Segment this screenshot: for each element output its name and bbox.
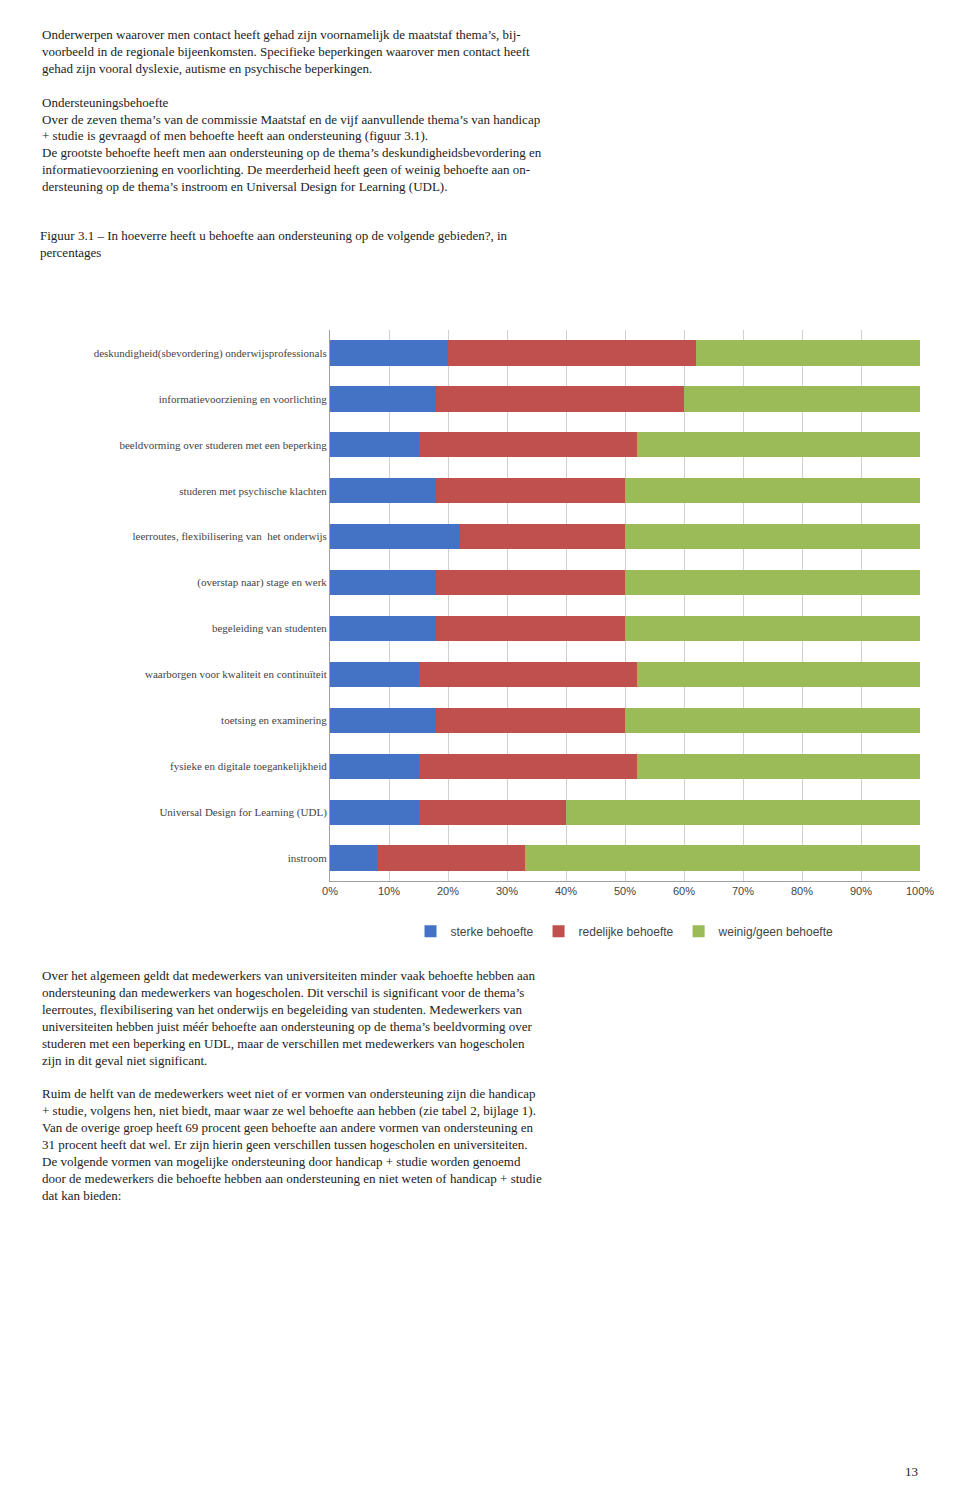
svg-text:50%: 50%	[614, 885, 636, 897]
svg-text:60%: 60%	[673, 885, 695, 897]
svg-text:(overstap naar) stage en werk: (overstap naar) stage en werk	[197, 576, 327, 589]
svg-text:sterke behoefte: sterke behoefte	[451, 925, 534, 939]
svg-text:redelijke behoefte: redelijke behoefte	[579, 925, 674, 939]
svg-text:begeleiding van studenten: begeleiding van studenten	[212, 622, 327, 634]
svg-text:studeren met psychische klacht: studeren met psychische klachten	[179, 485, 327, 497]
svg-text:deskundigheid(sbevordering) on: deskundigheid(sbevordering) onderwijspro…	[94, 347, 327, 360]
svg-text:100%: 100%	[906, 885, 934, 897]
svg-text:40%: 40%	[555, 885, 577, 897]
svg-text:10%: 10%	[378, 885, 400, 897]
svg-text:Universal Design for Learning: Universal Design for Learning (UDL)	[159, 806, 327, 819]
svg-text:Over het algemeen geldt dat me: Over het algemeen geldt dat medewerkers …	[42, 968, 542, 1203]
svg-text:Figuur 3.1 – In hoeverre heeft: Figuur 3.1 – In hoeverre heeft u behoeft…	[40, 228, 508, 260]
svg-text:beeldvorming over studeren met: beeldvorming over studeren met een beper…	[119, 439, 327, 451]
svg-text:70%: 70%	[732, 885, 754, 897]
svg-text:waarborgen voor kwaliteit en c: waarborgen voor kwaliteit en continuïtei…	[145, 668, 327, 680]
svg-text:toetsing en examinering: toetsing en examinering	[221, 714, 327, 726]
svg-text:20%: 20%	[437, 885, 459, 897]
svg-text:Onderwerpen waarover men conta: Onderwerpen waarover men contact heeft g…	[42, 27, 542, 194]
svg-text:0%: 0%	[322, 885, 338, 897]
svg-text:leerroutes, flexibilisering va: leerroutes, flexibilisering van het onde…	[133, 530, 327, 542]
svg-text:90%: 90%	[850, 885, 872, 897]
svg-text:fysieke en digitale toegankeli: fysieke en digitale toegankelijkheid	[170, 760, 327, 772]
svg-text:13: 13	[905, 1464, 918, 1479]
svg-text:weinig/geen behoefte: weinig/geen behoefte	[718, 925, 833, 939]
svg-text:30%: 30%	[496, 885, 518, 897]
svg-text:80%: 80%	[791, 885, 813, 897]
svg-text:informatievoorziening en voorl: informatievoorziening en voorlichting	[159, 393, 328, 405]
svg-text:instroom: instroom	[288, 852, 328, 864]
